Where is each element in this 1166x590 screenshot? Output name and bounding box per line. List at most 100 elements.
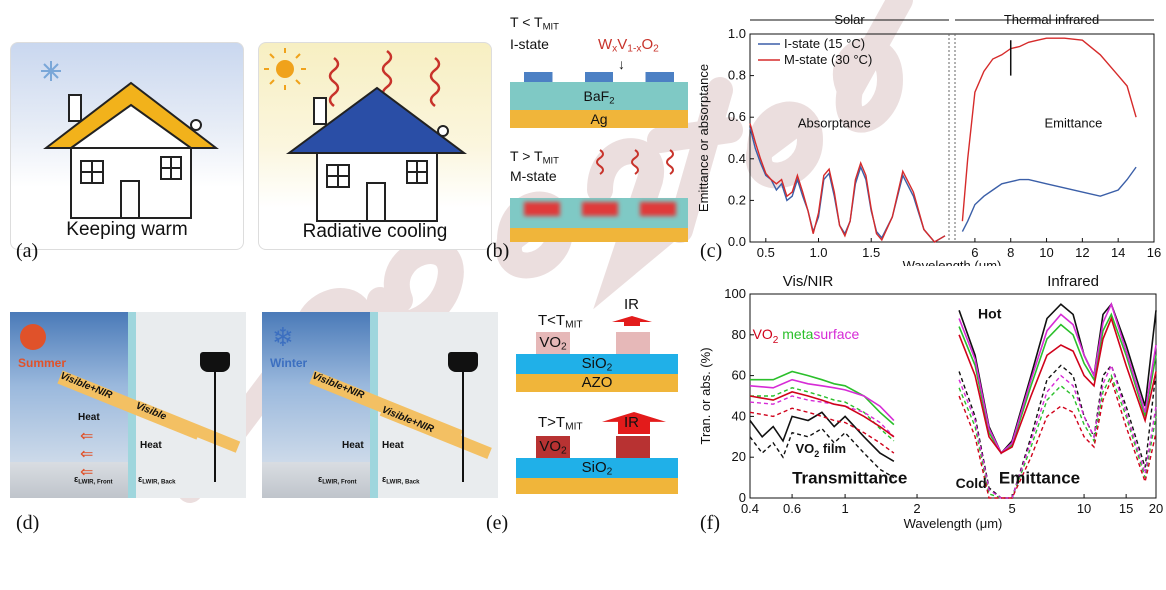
- x-tick-label: 1: [841, 501, 848, 516]
- snowflake-icon: ❄: [272, 322, 294, 352]
- formula-label: WxV1-xO2: [598, 36, 659, 55]
- series-line-i-state: [961, 166, 1137, 232]
- band-label-infrared: Infrared: [1047, 273, 1099, 290]
- bottom-condition: T>TMIT: [538, 414, 583, 433]
- series-line-ir: [958, 316, 1157, 455]
- x-tick-label: 0.4: [741, 501, 759, 516]
- y-tick-label: 20: [732, 449, 746, 464]
- x-tick-label: 1.5: [862, 245, 880, 260]
- panel-label-d: (d): [16, 512, 40, 534]
- legend-label: M-state (30 °C): [784, 52, 872, 67]
- sun-icon: [20, 324, 46, 350]
- y-tick-label: 0.6: [728, 109, 746, 124]
- y-tick-label: 0.2: [728, 192, 746, 207]
- ir-arrow-small-icon: [612, 316, 652, 326]
- i-stack: BaF2 Ag: [510, 72, 688, 132]
- panel-a2-caption: Radiative cooling: [302, 221, 448, 242]
- x-tick-label: 20: [1149, 501, 1163, 516]
- panel-a-image: Keeping warm: [10, 42, 244, 250]
- x-tick-label: 8: [1007, 245, 1014, 260]
- chart-f: Vis/NIR Infrared 0 20 40 60 80 100 0.4 0.6 1 2 5 10 15…: [698, 273, 1163, 531]
- summer-label: Summer: [18, 356, 67, 370]
- annotation-metasurface: VO2 metasurface: [753, 326, 860, 346]
- x-tick-label: 16: [1147, 245, 1161, 260]
- m-condition: T > TMIT: [510, 148, 559, 167]
- annotation-cold: Cold: [956, 475, 987, 491]
- x-tick-label: 2: [913, 501, 920, 516]
- x-tick-label: 0.5: [757, 245, 775, 260]
- m-stack: [510, 198, 688, 244]
- ir-label-top: IR: [624, 296, 639, 313]
- top-condition: T<TMIT: [538, 312, 583, 331]
- annotation-absorptance: Absorptance: [798, 116, 871, 131]
- m-heat-wave-icons: [596, 149, 674, 175]
- eps-front: εLWIR, Front: [74, 474, 113, 486]
- annotation-vo2-film: VO2 film: [795, 441, 846, 459]
- sio2-layer-bottom: SiO2: [516, 458, 678, 478]
- panel-label-c: (c): [700, 240, 723, 262]
- annotation-emittance: Emittance: [1045, 116, 1103, 131]
- y-tick-label: 1.0: [728, 26, 746, 41]
- snowflake-icon: [41, 61, 61, 81]
- series-line-vis: [749, 378, 895, 422]
- ag-layer: Ag: [510, 110, 688, 128]
- panel-b: T < TMIT I-state WxV1-xO2 ↓ BaF2 Ag T > …: [506, 8, 690, 248]
- eps-front: εLWIR, Front: [318, 474, 357, 486]
- y-tick-label: 0.4: [728, 151, 746, 166]
- y-tick-label: 60: [732, 368, 746, 383]
- arrow-down-icon: ↓: [618, 56, 625, 72]
- x-tick-label: 0.6: [783, 501, 801, 516]
- annotation-emittance: Emittance: [999, 469, 1080, 488]
- x-tick-label: 14: [1111, 245, 1125, 260]
- series-line-vis: [749, 391, 895, 438]
- y-tick-label: 0: [739, 490, 746, 505]
- y-tick-label: 40: [732, 408, 746, 423]
- m-state-label: M-state: [510, 168, 557, 184]
- winter-label: Winter: [270, 356, 308, 370]
- vo2-block-bottom: VO2: [536, 436, 570, 458]
- panel-label-a: (a): [16, 240, 39, 262]
- x-tick-label: 1.0: [809, 245, 827, 260]
- azo-layer: AZO: [516, 374, 678, 392]
- panel-label-b: (b): [486, 240, 510, 262]
- panel-a2-image: Radiative cooling: [258, 42, 492, 250]
- sio2-layer-top: SiO2: [516, 354, 678, 374]
- baf2-layer: BaF2: [510, 82, 688, 110]
- eps-back: εLWIR, Back: [138, 474, 176, 486]
- heat-arrows-icon: ⇐ ⇐ ⇐: [80, 428, 94, 481]
- series-line-ir: [958, 312, 1157, 455]
- series-line-ir: [958, 301, 1157, 455]
- house-warm-illustration: [41, 61, 219, 219]
- series-line-vis-dashed: [750, 387, 895, 442]
- plot-frame: [749, 33, 1155, 243]
- y-axis-title: Emittance or absorptance: [696, 64, 711, 212]
- floor-lamp-icon: [200, 352, 230, 372]
- panel-d-left-image: Summer Visible+NIR Visible Heat ⇐ ⇐ ⇐ Heat…: [10, 312, 246, 498]
- ir-label-bottom: IR: [624, 414, 639, 431]
- y-tick-label: 0.0: [728, 234, 746, 249]
- eps-back: εLWIR, Back: [382, 474, 420, 486]
- series-line-vis-dashed: [749, 395, 895, 438]
- heat-label-front: Heat: [342, 440, 364, 451]
- x-tick-label: 12: [1075, 245, 1089, 260]
- series-line-vis: [750, 370, 895, 426]
- y-tick-label: 80: [732, 327, 746, 342]
- ir-arrow-large-icon: [602, 412, 666, 434]
- y-tick-label: 100: [724, 286, 746, 301]
- panel-a-caption: Keeping warm: [66, 219, 188, 240]
- series-line-m-state: [749, 123, 946, 243]
- series-line-ir-dashed: [958, 363, 1157, 499]
- heat-label-front: Heat: [78, 412, 100, 423]
- x-tick-label: 6: [971, 245, 978, 260]
- annotation-transmittance: Transmittance: [792, 469, 907, 488]
- series-line-vis-dashed: [749, 427, 895, 479]
- i-state-label: I-state: [510, 36, 549, 52]
- house-cooling-illustration: [264, 48, 468, 222]
- annotation-hot: Hot: [978, 305, 1002, 321]
- panel-label-e: (e): [486, 512, 509, 534]
- floor-lamp-icon: [448, 352, 478, 372]
- x-tick-label: 10: [1039, 245, 1053, 260]
- vo2-block-top: VO2: [536, 332, 570, 354]
- series-line-ir-dashed: [958, 377, 1157, 499]
- panel-d-right-image: ❄ Winter Visible+NIR Visible+NIR Heat He…: [262, 312, 498, 498]
